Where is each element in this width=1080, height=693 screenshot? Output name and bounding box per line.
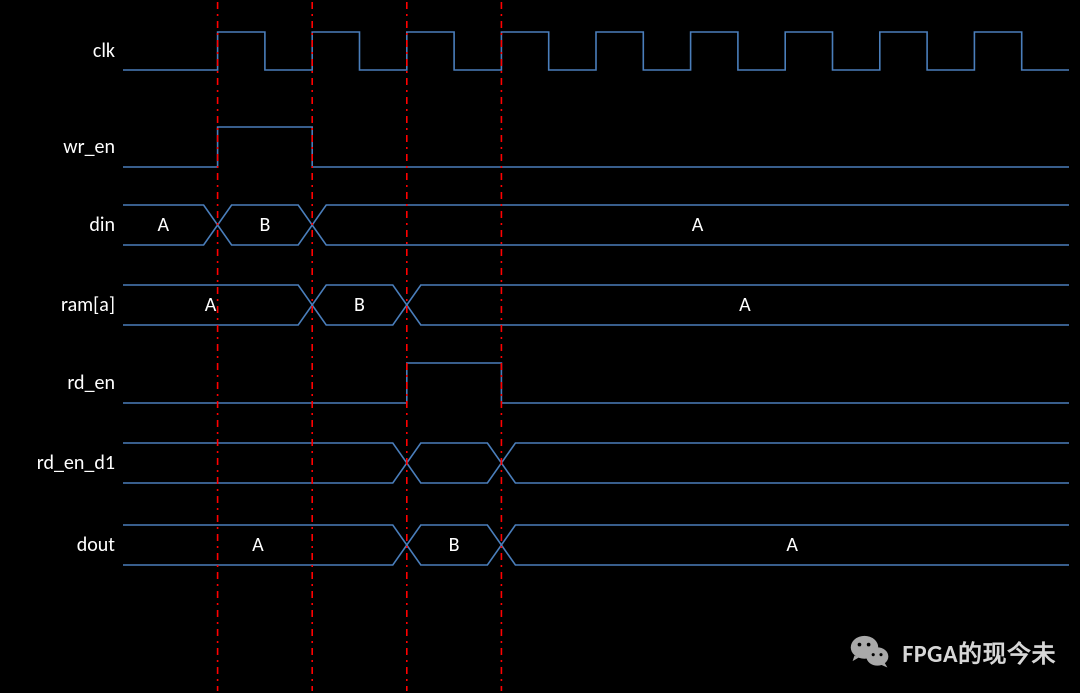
signal-dout-top xyxy=(123,525,1069,545)
bus-value-ram_a-0: A xyxy=(205,293,217,317)
watermark: FPGA的现今未 xyxy=(848,629,1056,673)
bus-value-dout-0: A xyxy=(252,533,264,557)
signal-rd_en_d1-bot xyxy=(123,463,1069,483)
signal-label-rd_en_d1: rd_en_d1 xyxy=(37,451,115,475)
wechat-icon xyxy=(848,629,892,673)
signal-rd_en_d1-top xyxy=(123,443,1069,463)
bus-value-dout-2: A xyxy=(786,533,798,557)
bus-value-dout-1: B xyxy=(449,533,460,557)
timing-diagram xyxy=(0,0,1080,693)
signal-ram_a-bot xyxy=(123,305,1069,325)
signal-label-clk: clk xyxy=(93,39,115,63)
signal-dout-bot xyxy=(123,545,1069,565)
signal-label-rd_en: rd_en xyxy=(67,371,115,395)
bus-value-din-1: B xyxy=(259,213,270,237)
signal-rd_en xyxy=(123,363,1069,403)
signal-wr_en xyxy=(123,127,1069,167)
bus-value-ram_a-2: A xyxy=(739,293,751,317)
signal-label-wr_en: wr_en xyxy=(63,135,115,159)
signal-label-dout: dout xyxy=(77,533,115,557)
signal-ram_a-top xyxy=(123,285,1069,305)
bus-value-ram_a-1: B xyxy=(354,293,365,317)
signal-label-ram_a: ram[a] xyxy=(61,293,115,317)
bus-value-din-2: A xyxy=(692,213,704,237)
signal-label-din: din xyxy=(89,213,115,237)
bus-value-din-0: A xyxy=(158,213,170,237)
signal-clk xyxy=(123,32,1069,70)
watermark-text: FPGA的现今未 xyxy=(902,634,1056,669)
